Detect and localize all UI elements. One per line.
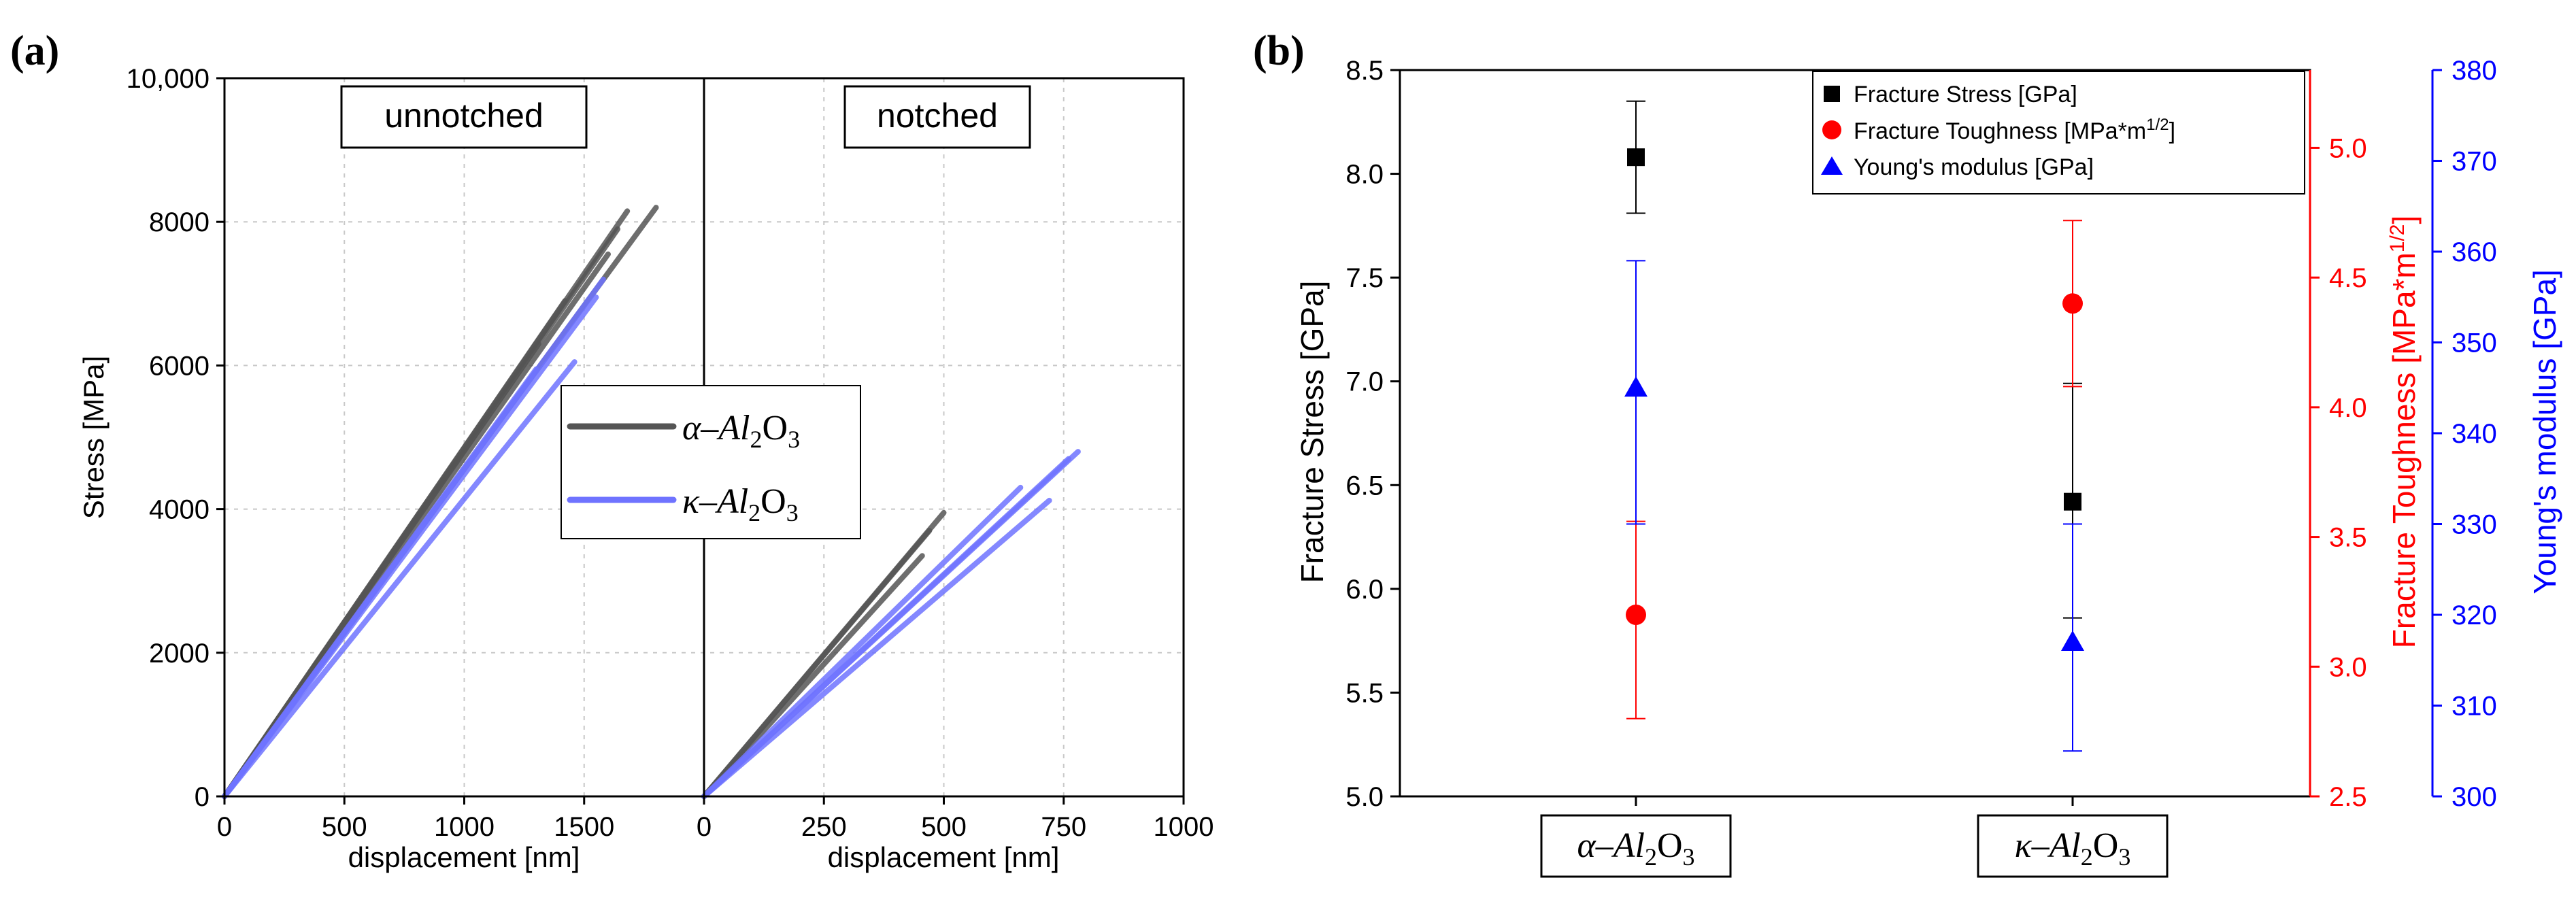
right2-tick-label: 330 [2452,510,2497,540]
panel-a-legend-box [561,385,861,539]
x-tick-label: 750 [1041,812,1086,842]
right1-tick-label: 2.5 [2329,782,2367,812]
right1-axis-label: Fracture Toughness [MPa*m1/2] [2386,216,2422,649]
kappa-curve [701,497,1052,799]
alpha-curve [701,553,925,799]
right2-axis-label: Young's modulus [GPa] [2527,269,2562,594]
y-tick-label: 8000 [149,207,210,237]
right2-tick-label: 300 [2452,782,2497,812]
category-alpha-label: α–Al2O3 [1577,826,1694,871]
y-tick-label: 2000 [149,639,210,669]
panel-b-legend: Fracture Stress [GPa] Fracture Toughness… [1812,71,2305,195]
notched-xlabel: displacement [nm] [828,841,1060,873]
right1-tick-label: 4.0 [2329,393,2367,423]
y-tick-label: 0 [195,782,210,812]
fracture-toughness-marker [1626,605,1646,625]
x-tick-label: 1000 [434,812,495,842]
x-tick-label: 0 [697,812,712,842]
right1-tick-label: 3.5 [2329,523,2367,553]
right2-tick-label: 380 [2452,56,2497,86]
right1-tick-label: 4.5 [2329,263,2367,293]
panel-b-ticks: 5.0 5.5 6.0 6.5 7.0 7.5 8.0 8.5 2.5 3.0 3.5 4.0 4.5 5… [1345,56,2496,812]
fracture-toughness-marker [2062,293,2083,314]
legend-alpha-label: α–Al2O3 [682,409,800,453]
fracture-stress-marker [2064,492,2081,511]
left-tick-label: 5.5 [1345,678,1384,708]
unnotched-title: unnotched [384,97,543,135]
legend-kappa-label: κ–Al2O3 [682,482,799,526]
right2-tick-label: 310 [2452,692,2497,722]
right2-tick-label: 360 [2452,237,2497,267]
left-tick-label: 8.0 [1345,160,1384,190]
notched-title: notched [877,97,998,135]
youngs-modulus-marker [1624,376,1647,397]
y-tick-label: 4000 [149,495,210,525]
panel-b-label: (b) [1253,28,1305,74]
left-tick-label: 8.5 [1345,56,1384,86]
panel-b-legend-box [1812,71,2305,195]
youngs-modulus-marker [2061,630,2084,652]
panel-a-label: (a) [10,28,59,74]
left-tick-label: 6.5 [1345,471,1384,501]
kappa-curve [222,366,539,799]
left-tick-label: 7.0 [1345,367,1384,397]
right1-tick-label: 5.0 [2329,133,2367,163]
unnotched-xlabel: displacement [nm] [348,841,580,873]
fracture-stress-marker [1627,148,1645,167]
legend-fracture-stress-marker [1824,86,1840,102]
panel-a-ticks: 0 2000 4000 6000 8000 10,000 0 500 1000 1500 0 250 5… [127,64,1214,842]
legend-fracture-stress-label: Fracture Stress [GPa] [1854,82,2077,107]
x-tick-label: 500 [921,812,967,842]
category-kappa-box: κ–Al2O3 [1977,814,2169,878]
x-tick-label: 500 [322,812,367,842]
left-tick-label: 7.5 [1345,263,1384,293]
panel-b-markers [1624,100,2084,752]
right2-tick-label: 320 [2452,601,2497,630]
x-tick-label: 250 [801,812,847,842]
notched-title-box [843,85,1031,149]
panel-a-series-lines [222,205,1081,799]
alpha-curve [222,298,568,799]
y-tick-label: 6000 [149,351,210,381]
left-tick-label: 5.0 [1345,782,1384,812]
kappa-curve [222,359,578,799]
y-tick-label: 10,000 [127,64,210,94]
right2-tick-label: 350 [2452,328,2497,358]
kappa-curve [701,484,1024,799]
x-tick-label: 0 [217,812,232,842]
right2-tick-label: 370 [2452,147,2497,177]
legend-youngs-modulus-label: Young's modulus [GPa] [1854,154,2094,180]
legend-fracture-toughness-label: Fracture Toughness [MPa*m1/2] [1854,116,2175,144]
legend-youngs-modulus-marker [1821,156,1843,175]
right2-tick-label: 340 [2452,419,2497,449]
left-axis-label: Fracture Stress [GPa] [1294,281,1330,584]
left-tick-label: 6.0 [1345,575,1384,605]
category-alpha-box: α–Al2O3 [1540,814,1732,878]
x-tick-label: 1000 [1154,812,1214,842]
x-tick-label: 1500 [554,812,614,842]
right1-tick-label: 3.0 [2329,652,2367,682]
unnotched-title-box [340,85,588,149]
category-kappa-label: κ–Al2O3 [2015,826,2131,871]
panel-a-ylabel: Stress [MPa] [78,356,110,519]
legend-fracture-toughness-marker [1822,120,1841,139]
panel-a-legend: α–Al2O3 κ–Al2O3 [561,385,861,539]
